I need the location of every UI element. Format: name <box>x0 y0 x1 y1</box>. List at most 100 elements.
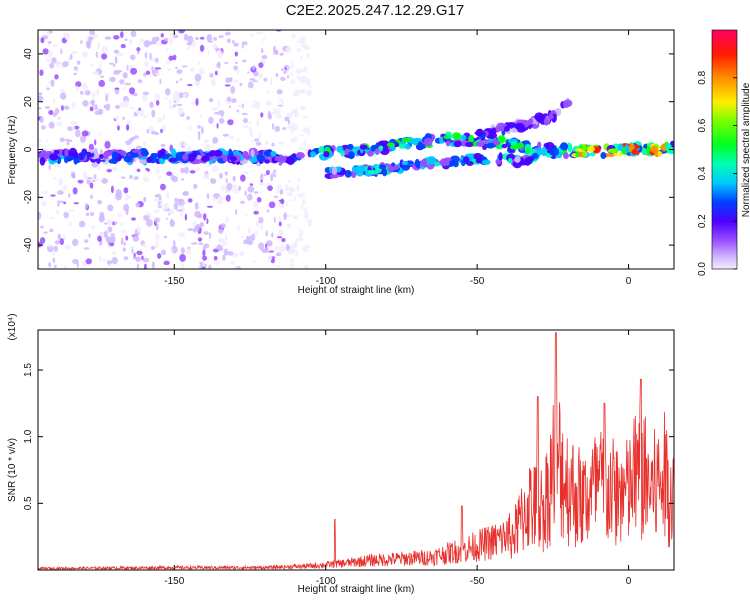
spectrogram-band-mark <box>357 165 367 171</box>
spectrogram-speckle <box>91 179 96 182</box>
spectrogram-speckle <box>296 186 300 192</box>
spectrogram-speckle <box>155 72 161 76</box>
spectrogram-band-mark <box>329 173 340 179</box>
spectrogram-speckle <box>300 81 307 85</box>
spectrogram-speckle <box>38 95 44 101</box>
spectrogram-band-mark <box>291 153 297 158</box>
spectrogram-speckle <box>180 262 185 269</box>
spectrogram-speckle <box>142 242 147 249</box>
spectrogram-speckle <box>301 68 304 73</box>
spectrogram-speckle <box>183 166 189 174</box>
spectrogram-speckle <box>252 260 256 264</box>
spectrogram-speckle <box>212 43 218 50</box>
spectrogram-speckle <box>158 203 164 207</box>
spectrogram-speckle <box>133 252 136 258</box>
spectrogram-band-mark <box>547 114 554 120</box>
spectrogram-speckle <box>255 220 259 228</box>
colorbar-ticks: 0.0 0.2 0.4 0.6 0.8 <box>697 70 737 276</box>
spectrogram-speckle <box>300 229 304 236</box>
spectrogram-speckle <box>66 141 70 146</box>
spectrogram-speckle <box>286 202 289 206</box>
spectrogram-speckle <box>172 175 179 183</box>
spectrogram-speckle <box>107 226 113 233</box>
spectrogram-band-mark <box>274 155 281 162</box>
spectrogram-speckle <box>208 116 214 124</box>
spectrogram-speckle <box>224 31 231 36</box>
spectrogram-speckle <box>89 212 95 216</box>
spectrogram-speckle <box>217 201 221 205</box>
spectrogram-speckle <box>47 41 52 44</box>
spectrogram-speckle <box>220 185 227 191</box>
spectrogram-speckle <box>136 263 140 269</box>
spectrogram-speckle <box>263 77 268 82</box>
spectrogram-speckle <box>186 116 191 120</box>
spectrogram-speckle <box>180 162 187 166</box>
spectrogram-speckle <box>62 61 69 68</box>
spectrogram-x-tick-label: -150 <box>164 276 184 287</box>
spectrogram-speckle <box>97 199 103 205</box>
spectrogram-speckle <box>296 68 302 75</box>
spectrogram-speckle <box>230 85 236 94</box>
spectrogram-speckle <box>63 105 70 110</box>
spectrogram-band-mark <box>367 170 378 175</box>
spectrogram-speckle <box>258 62 264 68</box>
spectrogram-speckle <box>242 125 249 128</box>
spectrogram-speckle <box>91 161 99 168</box>
spectrogram-band-mark <box>563 102 570 108</box>
spectrogram-band-mark <box>242 150 249 159</box>
spectrogram-band-mark <box>391 162 396 167</box>
spectrogram-speckle <box>68 209 75 212</box>
spectrogram-speckle <box>256 31 263 35</box>
spectrogram-speckle <box>156 166 160 175</box>
spectrogram-speckle <box>189 170 196 174</box>
spectrogram-band-mark <box>443 134 451 140</box>
spectrogram-speckle <box>114 104 121 109</box>
spectrogram-speckle <box>304 264 309 269</box>
spectrogram-speckle <box>260 47 264 54</box>
spectrogram-speckle <box>39 69 44 76</box>
spectrogram-speckle <box>210 178 217 184</box>
spectrogram-speckle <box>299 133 304 137</box>
spectrogram-band-mark <box>515 142 525 149</box>
spectrogram-speckle <box>288 186 295 193</box>
spectrogram-speckle <box>167 67 171 72</box>
spectrogram-speckle <box>40 125 46 130</box>
spectrogram-speckle <box>176 103 183 107</box>
spectrogram-speckle <box>98 79 106 88</box>
spectrogram-speckle <box>234 61 238 64</box>
spectrogram-speckle <box>43 231 48 234</box>
spectrogram-speckle <box>99 61 102 70</box>
spectrogram-band-mark <box>477 128 484 135</box>
spectrogram-speckle <box>151 109 156 118</box>
spectrogram-speckle <box>48 262 52 268</box>
spectrogram-speckle <box>217 228 224 234</box>
spectrogram-speckle <box>274 171 278 176</box>
spectrogram-speckle <box>157 253 162 259</box>
spectrogram-speckle <box>131 248 134 254</box>
spectrogram-speckle <box>85 258 92 265</box>
snr-x-tick-label: 0 <box>626 576 632 587</box>
spectrogram-speckle <box>284 118 289 122</box>
spectrogram-speckle <box>250 133 254 137</box>
spectrogram-speckle <box>217 238 225 243</box>
spectrogram-speckle <box>171 245 178 254</box>
spectrogram-band-mark <box>524 157 531 166</box>
spectrogram-speckle <box>125 235 129 241</box>
snr-y-tick-label: 1.0 <box>23 429 34 443</box>
spectrogram-speckle <box>64 244 71 250</box>
spectrogram-speckle <box>160 249 167 256</box>
spectrogram-speckle <box>282 127 287 131</box>
spectrogram-speckle <box>291 33 296 38</box>
spectrogram-speckle <box>76 60 81 65</box>
spectrogram-speckle <box>157 43 163 46</box>
spectrogram-speckle <box>199 44 205 52</box>
spectrogram-speckle <box>264 140 269 146</box>
spectrogram-speckle <box>73 72 77 76</box>
spectrogram-speckle <box>45 139 48 143</box>
snr-x-tick-label: -50 <box>470 576 485 587</box>
spectrogram-speckle <box>143 40 151 48</box>
spectrogram-speckle <box>88 143 94 151</box>
spectrogram-speckle <box>109 242 115 247</box>
spectrogram-speckle <box>200 126 204 134</box>
spectrogram-speckle <box>214 48 222 51</box>
